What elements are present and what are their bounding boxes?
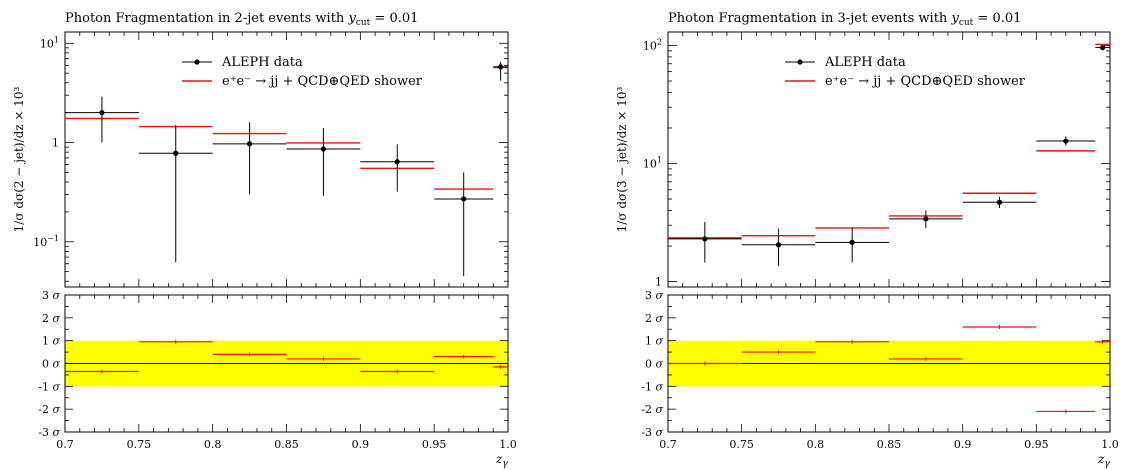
y-tick-label: 101 [643,156,662,171]
legend-data-label: ALEPH data [221,55,303,70]
data-point [775,242,782,248]
ratio-y-tick-label: 1 σ [42,335,61,348]
ratio-y-tick-label: 0 σ [645,358,664,371]
x-tick-label: 1.0 [499,438,517,451]
legend-data-label: ALEPH data [824,55,906,70]
x-tick-label: 0.95 [422,438,447,451]
data-point [498,64,504,70]
ratio-y-tick-label: 0 σ [42,358,61,371]
ratio-y-tick-label: 2 σ [645,312,664,325]
x-tick-label: 0.7 [56,438,74,451]
data-point [394,159,400,165]
x-tick-label: 1.0 [1101,438,1119,451]
x-tick-label: 0.85 [274,438,299,451]
y-tick-label: 1 [52,137,59,150]
chart-title: Photon Fragmentation in 3-jet events wit… [668,11,1021,28]
data-point [246,141,253,147]
data-point [702,236,708,242]
data-point [996,199,1003,205]
legend-mc-label: e⁺e⁻ → jj + QCD⊕QED shower [825,74,1026,89]
data-point [173,150,179,156]
legend: ALEPH data e⁺e⁻ → jj + QCD⊕QED shower [785,55,1026,89]
x-tick-label: 0.9 [954,438,972,451]
ratio-y-tick-label: -1 σ [641,380,663,393]
x-tick-label: 0.8 [204,438,222,451]
y-axis-label: 1/σ dσ(2 − jet)/dz × 10³ [12,86,26,232]
ratio-y-tick-label: -2 σ [641,403,663,416]
ratio-y-tick-label: 1 σ [645,335,664,348]
chart-title: Photon Fragmentation in 2-jet events wit… [65,11,418,28]
ratio-y-tick-label: 3 σ [645,289,664,302]
x-axis-label: zγ [495,452,508,469]
x-tick-label: 0.8 [807,438,825,451]
data-point [923,216,929,222]
data-point [1100,44,1106,51]
data-point [849,239,855,245]
data-point [461,196,467,202]
x-tick-label: 0.75 [729,438,754,451]
ratio-y-tick-label: 2 σ [42,312,61,325]
data-point [1063,138,1069,144]
x-tick-label: 0.7 [659,438,677,451]
ratio-y-tick-label: 3 σ [42,289,61,302]
x-axis-label: zγ [1097,452,1110,469]
ratio-y-tick-label: -3 σ [38,426,60,439]
x-tick-label: 0.9 [352,438,370,451]
ratio-y-tick-label: -3 σ [641,426,663,439]
x-tick-label: 0.85 [877,438,902,451]
legend-data-marker [194,59,200,65]
chart-panel-1: Photon Fragmentation in 2-jet events wit… [12,11,517,469]
ratio-y-tick-label: -2 σ [38,403,60,416]
legend: ALEPH data e⁺e⁻ → jj + QCD⊕QED shower [182,55,423,89]
main-plot-frame [64,31,509,288]
y-tick-label: 101 [40,35,59,50]
main-plot-frame [667,31,1111,288]
y-tick-label: 102 [643,37,662,52]
y-axis-label: 1/σ dσ(3 − jet)/dz × 10³ [615,86,629,232]
legend-mc-label: e⁺e⁻ → jj + QCD⊕QED shower [222,74,423,89]
y-tick-label: 10−1 [33,234,59,249]
data-point [320,146,327,152]
legend-data-marker [797,59,803,65]
ratio-y-tick-label: -1 σ [38,380,60,393]
chart-panel-2: Photon Fragmentation in 3-jet events wit… [615,11,1119,469]
data-point [99,110,105,116]
x-tick-label: 0.95 [1024,438,1049,451]
y-tick-label: 1 [655,276,662,289]
x-tick-label: 0.75 [127,438,152,451]
